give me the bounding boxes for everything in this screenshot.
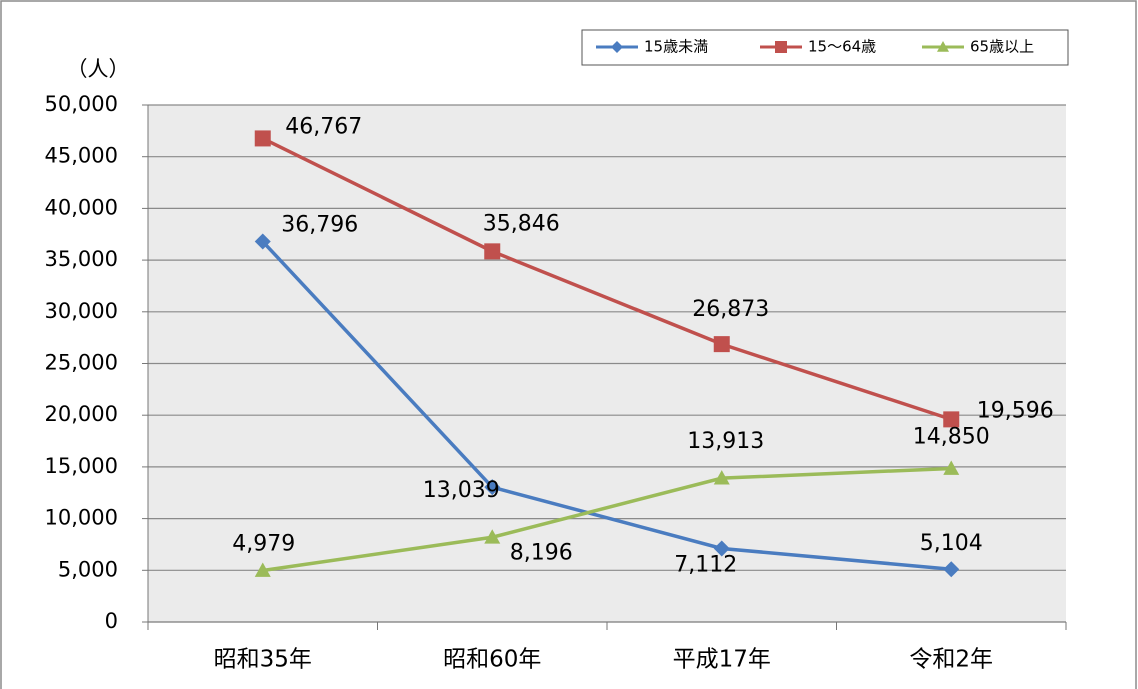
y-tick-label: 35,000 [45,247,118,271]
data-label: 13,913 [687,429,764,454]
y-tick-label: 30,000 [45,299,118,323]
legend-label: 15歳未満 [644,38,708,56]
y-tick-label: 20,000 [45,402,118,426]
marker [943,411,960,428]
series-line [262,466,952,573]
marker [713,470,730,485]
y-tick-label: 45,000 [45,144,118,168]
data-label: 46,767 [285,114,362,139]
data-label: 26,873 [692,297,769,322]
x-tick-label: 令和2年 [909,647,993,673]
data-label: 14,850 [913,424,990,449]
marker [713,540,730,557]
y-tick-label: 15,000 [45,454,118,478]
legend-box [581,29,1069,66]
marker [254,562,271,577]
data-label: 4,979 [232,532,295,557]
series-line [261,136,952,422]
legend-label: 15～64歳 [808,38,876,56]
y-tick-label: 25,000 [45,351,118,375]
legend: 15歳未満 15～64歳 65歳以上 [581,29,1069,66]
data-label: 19,596 [977,398,1054,423]
x-tick-label: 昭和35年 [214,647,312,673]
data-label: 35,846 [483,211,560,236]
legend-marker [611,41,623,53]
data-label: 7,112 [674,552,737,577]
marker [484,243,501,260]
x-tick-label: 平成17年 [673,647,771,673]
legend-marker [937,41,949,52]
marker [484,529,501,544]
data-label: 36,796 [281,213,358,238]
marker [713,336,730,353]
y-tick-label: 40,000 [45,195,118,219]
data-label: 13,039 [423,478,500,503]
data-label: 8,196 [510,540,573,565]
y-tick-label: 50,000 [45,92,118,116]
marker [943,460,960,475]
y-tick-label: 5,000 [58,557,118,581]
y-axis-label: （人） [67,57,130,81]
marker [484,479,501,496]
legend-marker [775,41,787,53]
y-tick-label: 0 [105,609,118,633]
series-line [261,240,952,571]
x-tick-label: 昭和60年 [443,647,541,673]
y-tick-label: 10,000 [45,506,118,530]
marker [943,561,960,578]
marker [254,130,271,147]
marker [254,233,271,250]
data-label: 5,104 [920,531,983,556]
legend-label: 65歳以上 [970,38,1034,56]
